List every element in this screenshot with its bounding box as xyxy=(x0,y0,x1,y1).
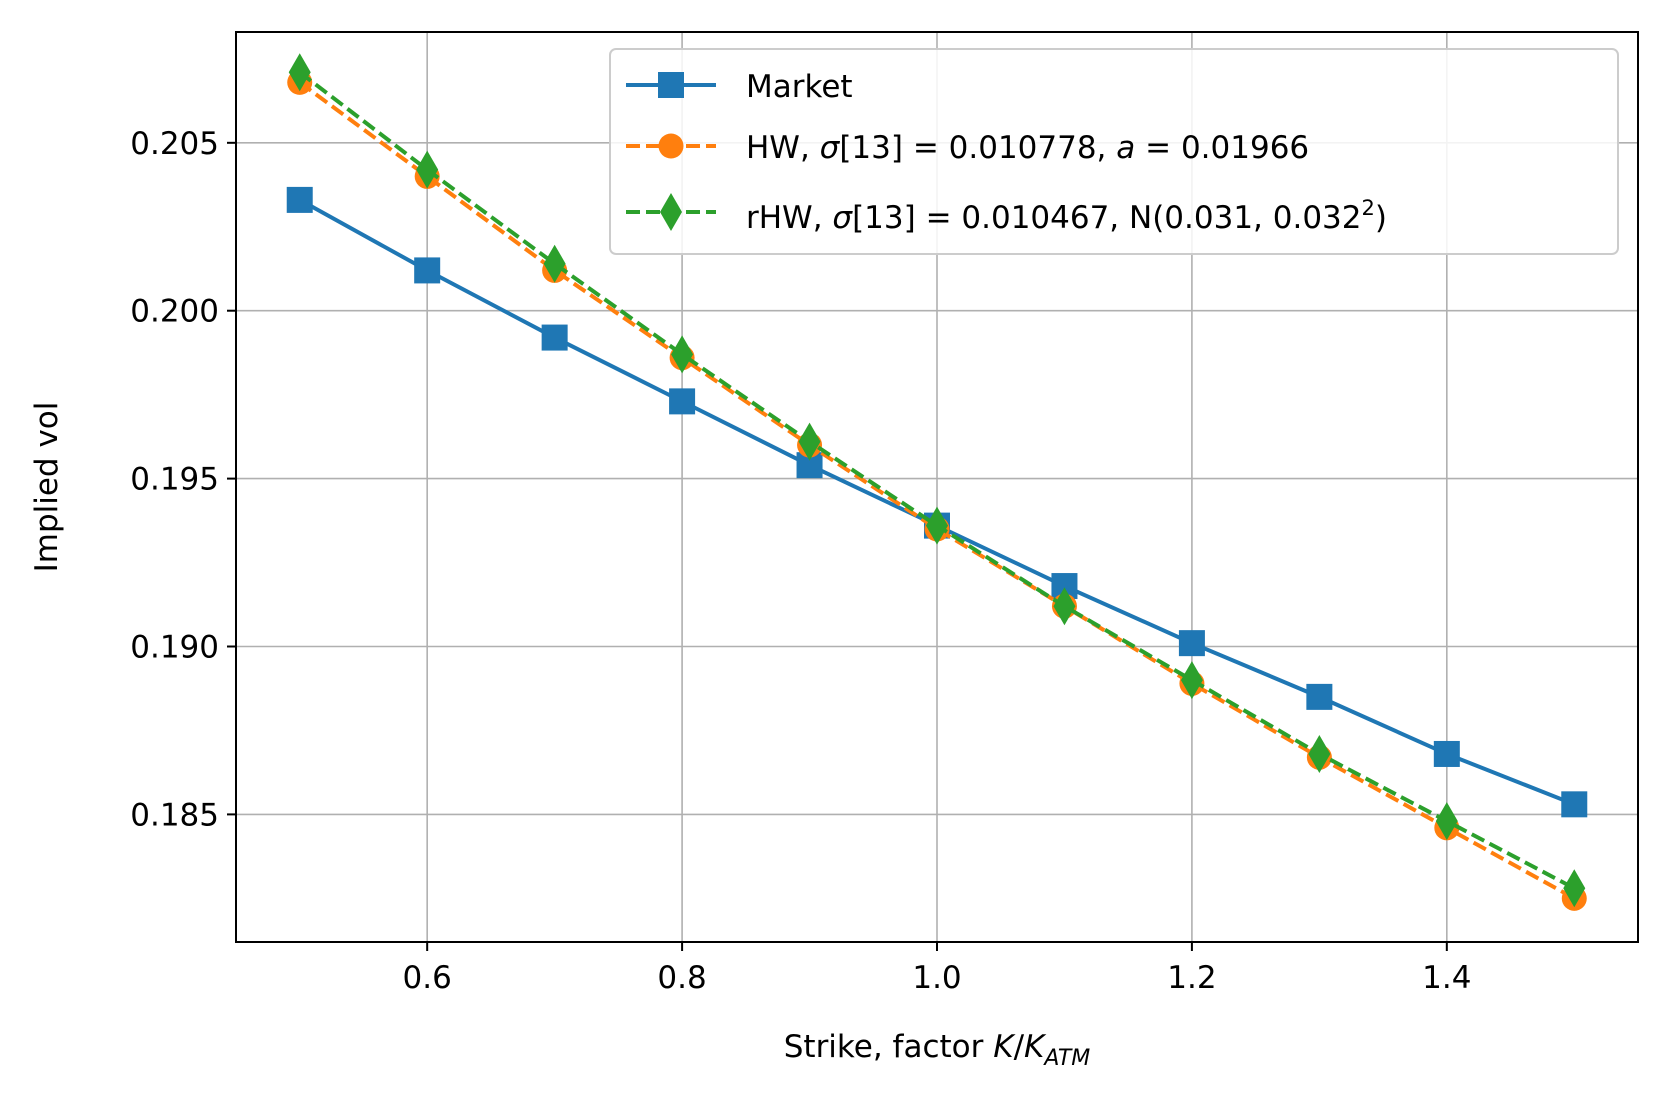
x-axis-label: Strike, factor K/KATM xyxy=(784,1029,1091,1071)
data-point-rhw xyxy=(288,53,311,92)
data-point-market xyxy=(414,257,441,284)
data-point-rhw xyxy=(1563,869,1586,908)
data-point-market xyxy=(1306,683,1333,710)
y-tick-label: 0.200 xyxy=(130,294,219,330)
data-point-market xyxy=(286,186,313,213)
x-axis-label-slash: / xyxy=(1014,1029,1025,1065)
y-tick-label: 0.190 xyxy=(130,630,219,666)
legend-handles xyxy=(626,72,716,231)
legend-handle-marker-rhw xyxy=(660,193,682,231)
y-tick-label: 0.205 xyxy=(130,126,219,162)
x-tick-label: 1.0 xyxy=(912,960,961,996)
data-point-market xyxy=(1561,791,1588,818)
y-tick-label: 0.195 xyxy=(130,462,219,498)
data-point-rhw xyxy=(1435,802,1458,841)
data-point-rhw xyxy=(1180,661,1203,700)
axis-ticks: 0.6 0.8 1.0 1.2 1.4 0.185 0.190 0.195 0.200 0.205 xyxy=(130,126,1471,996)
legend-handle-marker-market xyxy=(658,72,684,98)
data-point-rhw xyxy=(926,506,948,545)
data-point-rhw xyxy=(1053,587,1076,626)
y-axis-label: Implied vol xyxy=(29,402,65,573)
data-point-rhw xyxy=(671,335,694,374)
data-point-rhw xyxy=(1308,734,1331,773)
data-point-market xyxy=(1178,630,1205,657)
series-rhw xyxy=(288,53,1586,908)
x-axis-label-text: Strike, factor xyxy=(784,1029,994,1065)
x-axis-label-katm: K xyxy=(1024,1029,1047,1065)
legend-label-market: Market xyxy=(746,69,853,105)
x-tick-label: 0.6 xyxy=(403,960,452,996)
data-point-rhw xyxy=(798,422,821,461)
legend: Market HW, σ[13] = 0.010778, a = 0.01966… xyxy=(609,48,1619,255)
y-tick-label: 0.185 xyxy=(130,797,219,833)
data-point-rhw xyxy=(543,244,566,283)
data-point-market xyxy=(1433,740,1460,767)
series-group xyxy=(286,53,1588,911)
x-tick-label: 1.2 xyxy=(1167,960,1216,996)
data-point-market xyxy=(541,324,568,351)
legend-handle-marker-hw xyxy=(658,133,684,159)
legend-label-hw: HW, σ[13] = 0.010778, a = 0.01966 xyxy=(746,130,1309,166)
data-point-market xyxy=(669,388,696,415)
legend-label-rhw: rHW, σ[13] = 0.010467, N(0.031, 0.0322) xyxy=(746,196,1387,236)
x-tick-label: 1.4 xyxy=(1422,960,1471,996)
series-line-hw xyxy=(298,80,1576,901)
x-axis-label-k: K xyxy=(993,1029,1016,1065)
data-point-rhw xyxy=(416,150,439,189)
legend-box xyxy=(609,48,1619,255)
x-tick-label: 0.8 xyxy=(657,960,706,996)
x-axis-label-sub: ATM xyxy=(1042,1046,1090,1071)
